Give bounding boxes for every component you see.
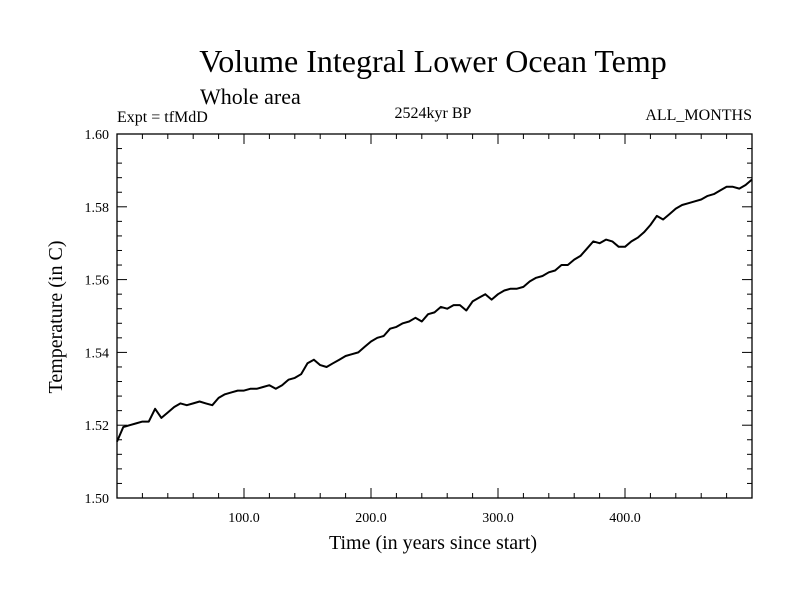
series-line bbox=[116, 178, 753, 442]
y-axis-label: Temperature (in C) bbox=[45, 241, 67, 394]
y-tick-label: 1.52 bbox=[85, 419, 110, 434]
y-tick-label: 1.54 bbox=[85, 346, 110, 361]
chart-title: Volume Integral Lower Ocean Temp bbox=[199, 43, 667, 79]
x-tick-label: 200.0 bbox=[355, 511, 387, 526]
x-tick-label: 400.0 bbox=[609, 511, 641, 526]
period-label: 2524kyr BP bbox=[395, 105, 472, 122]
y-tick-label: 1.56 bbox=[85, 274, 110, 289]
plot-frame bbox=[116, 133, 753, 499]
x-axis-label: Time (in years since start) bbox=[329, 532, 537, 554]
y-tick-label: 1.60 bbox=[85, 128, 110, 143]
y-tick-label: 1.50 bbox=[85, 492, 110, 507]
plot-area: 100.0 200.0 300.0 400.0 1.50 1.52 1.54 1.56 1.58… bbox=[85, 128, 753, 526]
x-tick-label: 300.0 bbox=[482, 511, 514, 526]
x-tick-label: 100.0 bbox=[228, 511, 260, 526]
y-tick-label: 1.58 bbox=[85, 201, 110, 216]
months-label: ALL_MONTHS bbox=[645, 107, 752, 124]
experiment-label: Expt = tfMdD bbox=[117, 109, 208, 126]
chart-subtitle: Whole area bbox=[200, 84, 301, 109]
